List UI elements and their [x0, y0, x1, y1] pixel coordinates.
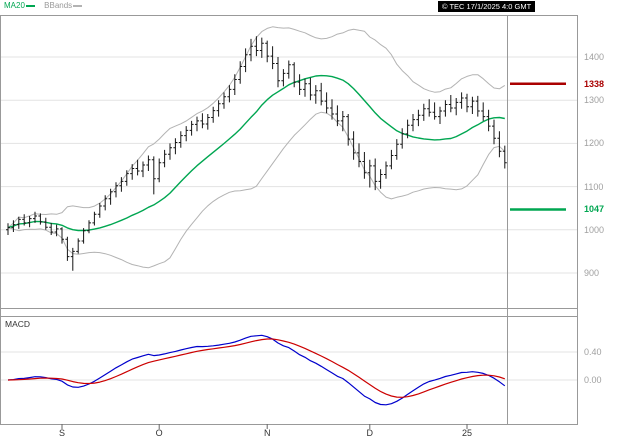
chart-legend: MA20 BBands [4, 1, 89, 11]
macd-axis-label-000: 0.00 [584, 375, 602, 385]
copyright-badge: © TEC 17/1/2025 4:0 GMT [438, 1, 536, 12]
price-axis-label: 1100 [584, 181, 604, 192]
ma20-legend-label: MA20 [4, 1, 25, 10]
time-axis-label: O [155, 428, 163, 438]
time-axis-label: 25 [461, 428, 472, 438]
support-level-label: 1047 [584, 204, 605, 215]
price-axis-label: 900 [584, 268, 600, 278]
time-axis-label: N [263, 428, 271, 438]
bbands-legend-label: BBands [44, 1, 73, 10]
resistance-level-label: 1338 [584, 78, 605, 89]
macd-axis-label-040: 0.40 [584, 347, 602, 357]
time-axis-label: D [366, 428, 374, 438]
time-axis-label: S [58, 428, 65, 438]
ma20-legend-line [25, 4, 35, 7]
price-axis-label: 1300 [584, 95, 605, 106]
price-axis-label: 1400 [584, 52, 605, 62]
macd-panel-title: MACD [5, 319, 31, 329]
price-axis-label: 1000 [584, 224, 605, 235]
legend-item-ma20: MA20 [4, 1, 35, 10]
price-axis-label: 1200 [584, 138, 605, 149]
bbands-legend-line [73, 4, 83, 7]
legend-item-bbands: BBands [44, 1, 83, 10]
